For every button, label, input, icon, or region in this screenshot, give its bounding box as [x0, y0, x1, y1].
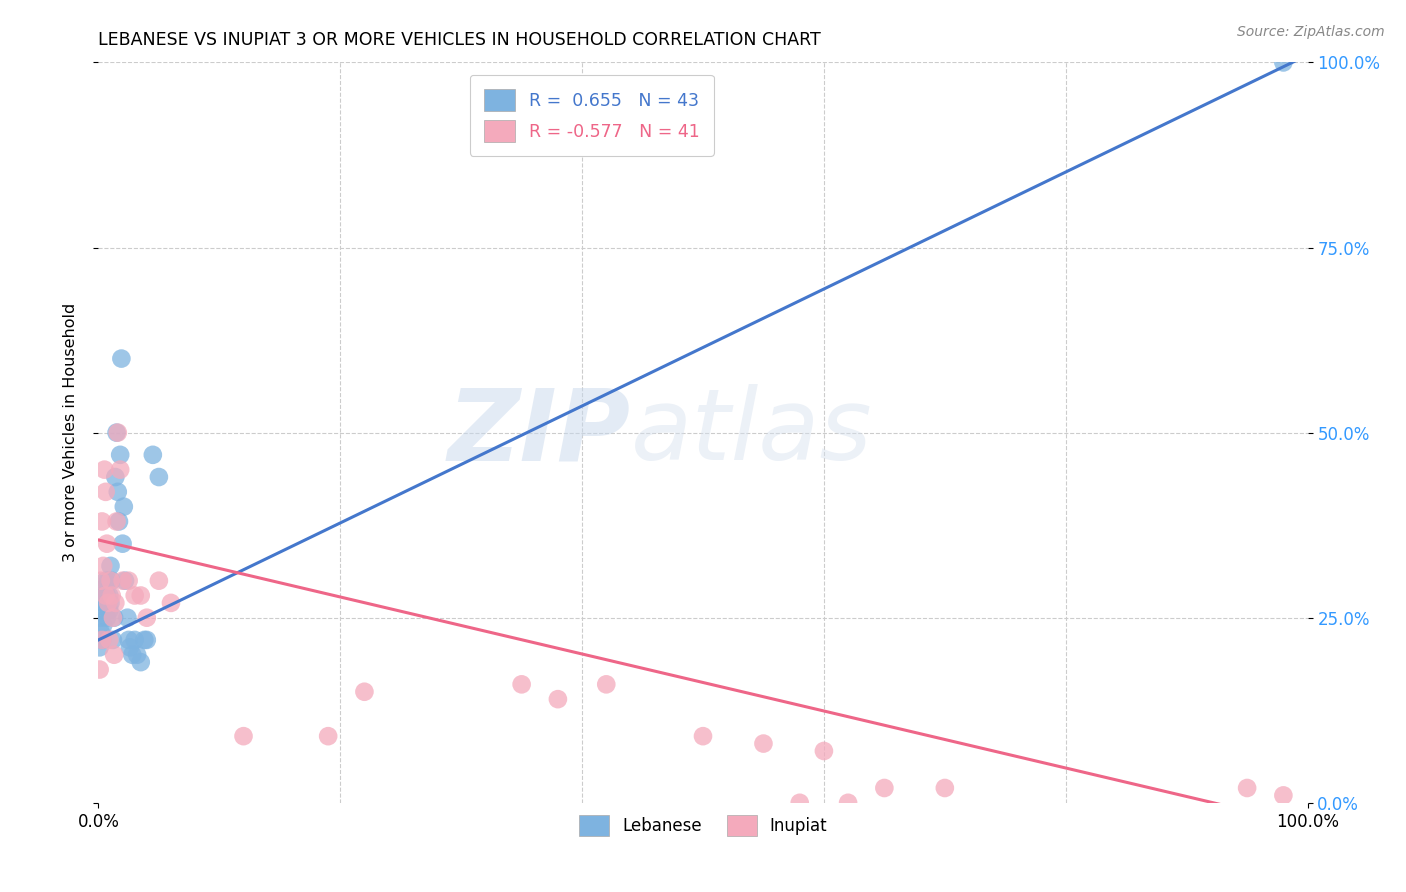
Point: [118, 574, 141, 588]
Point: [595, 677, 617, 691]
Point: [813, 744, 835, 758]
Point: [789, 796, 811, 810]
Point: [93, 581, 115, 595]
Point: [96, 589, 118, 603]
Point: [547, 692, 569, 706]
Point: [93, 462, 115, 476]
Point: [100, 574, 122, 588]
Point: [96, 610, 118, 624]
Point: [103, 648, 125, 662]
Point: [105, 515, 128, 529]
Point: [134, 632, 156, 647]
Point: [232, 729, 254, 743]
Point: [124, 589, 146, 603]
Y-axis label: 3 or more Vehicles in Household: 3 or more Vehicles in Household: [63, 303, 77, 562]
Point: [148, 574, 170, 588]
Point: [873, 780, 896, 795]
Point: [98, 632, 121, 647]
Point: [97, 574, 120, 588]
Point: [142, 448, 165, 462]
Point: [91, 618, 114, 632]
Point: [94, 589, 117, 603]
Point: [353, 685, 375, 699]
Point: [100, 589, 122, 603]
Point: [98, 589, 121, 603]
Point: [111, 574, 134, 588]
Point: [97, 596, 120, 610]
Point: [1272, 789, 1295, 803]
Point: [90, 610, 112, 624]
Point: [100, 558, 122, 573]
Point: [127, 648, 149, 662]
Point: [837, 796, 859, 810]
Point: [89, 663, 111, 677]
Point: [135, 632, 157, 647]
Text: Source: ZipAtlas.com: Source: ZipAtlas.com: [1237, 25, 1385, 39]
Point: [94, 596, 117, 610]
Point: [91, 632, 114, 647]
Point: [752, 737, 775, 751]
Point: [118, 632, 141, 647]
Text: atlas: atlas: [630, 384, 872, 481]
Point: [101, 610, 124, 624]
Point: [100, 596, 122, 610]
Point: [97, 596, 120, 610]
Point: [510, 677, 533, 691]
Point: [91, 596, 114, 610]
Point: [90, 574, 112, 588]
Point: [91, 632, 114, 647]
Point: [103, 610, 125, 624]
Point: [94, 574, 117, 588]
Point: [89, 640, 111, 655]
Point: [107, 425, 129, 440]
Legend: Lebanese, Inupiat: Lebanese, Inupiat: [567, 803, 839, 847]
Point: [96, 536, 118, 550]
Text: ZIP: ZIP: [447, 384, 630, 481]
Point: [148, 470, 170, 484]
Point: [114, 574, 136, 588]
Point: [90, 625, 112, 640]
Point: [934, 780, 956, 795]
Point: [94, 484, 117, 499]
Point: [124, 632, 146, 647]
Point: [110, 351, 132, 366]
Point: [316, 729, 339, 743]
Point: [104, 470, 127, 484]
Point: [118, 640, 141, 655]
Point: [108, 515, 131, 529]
Point: [93, 603, 115, 617]
Point: [104, 596, 127, 610]
Point: [108, 462, 131, 476]
Point: [129, 655, 152, 669]
Point: [160, 596, 183, 610]
Point: [111, 536, 134, 550]
Text: LEBANESE VS INUPIAT 3 OR MORE VEHICLES IN HOUSEHOLD CORRELATION CHART: LEBANESE VS INUPIAT 3 OR MORE VEHICLES I…: [98, 31, 821, 49]
Point: [692, 729, 714, 743]
Point: [112, 500, 135, 514]
Point: [108, 448, 131, 462]
Point: [105, 425, 128, 440]
Point: [101, 632, 124, 647]
Point: [107, 484, 129, 499]
Point: [100, 574, 122, 588]
Point: [91, 515, 114, 529]
Point: [91, 589, 114, 603]
Point: [98, 603, 121, 617]
Point: [1272, 55, 1295, 70]
Point: [129, 589, 152, 603]
Point: [1236, 780, 1258, 795]
Point: [121, 648, 143, 662]
Point: [117, 610, 139, 624]
Point: [91, 558, 114, 573]
Point: [135, 610, 157, 624]
